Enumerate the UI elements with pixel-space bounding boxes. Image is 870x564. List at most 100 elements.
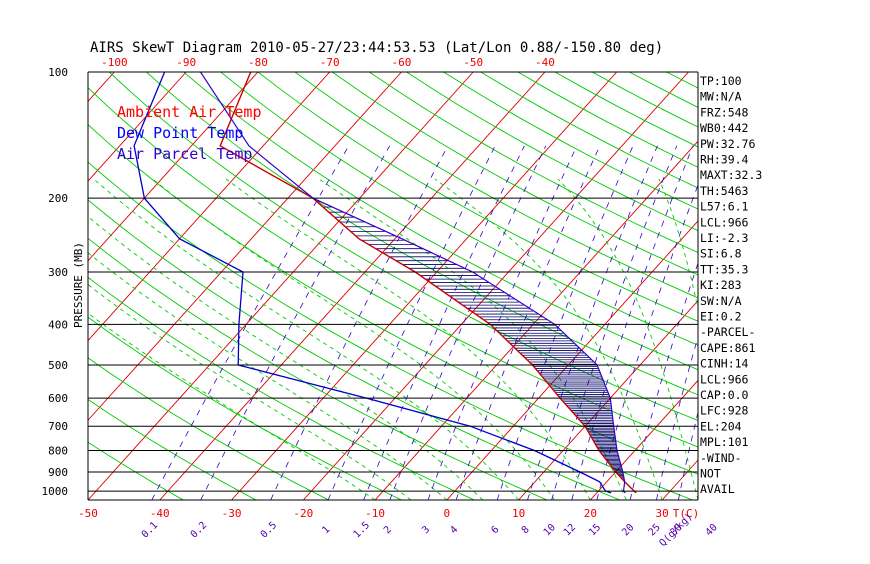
top-temp-tick-label: -40: [535, 56, 555, 69]
stat-line: TH:5463: [700, 184, 749, 198]
stat-line: EL:204: [700, 419, 742, 433]
mixing-ratio-tick-label: 2: [382, 524, 394, 536]
stat-line: RH:39.4: [700, 153, 749, 167]
stat-line: PW:32.76: [700, 137, 755, 151]
pressure-tick-label: 200: [48, 192, 68, 205]
legend-entry: Dew Point Temp: [117, 124, 243, 142]
dry-adiabat-line: [184, 72, 870, 500]
cape-hatch: [317, 202, 625, 482]
stat-line: CINH:14: [700, 357, 749, 371]
stat-line: MPL:101: [700, 435, 749, 449]
bottom-temp-tick-label: 10: [512, 507, 525, 520]
dry-adiabat-line: [295, 72, 870, 500]
stat-line: LCL:966: [700, 215, 749, 229]
stat-line: CAPE:861: [700, 341, 755, 355]
stat-line: SW:N/A: [700, 294, 742, 308]
top-temp-tick-label: -50: [463, 56, 483, 69]
mixing-ratio-tick-label: 10: [542, 522, 558, 538]
stat-line: MAXT:32.3: [700, 168, 762, 182]
bottom-temp-tick-label: -20: [293, 507, 313, 520]
top-temp-tick-label: -100: [101, 56, 128, 69]
chart-title: AIRS SkewT Diagram 2010-05-27/23:44:53.5…: [90, 40, 663, 56]
bottom-temp-tick-label: -40: [150, 507, 170, 520]
legend: Ambient Air Temp Dew Point Temp Air Parcel…: [117, 103, 262, 163]
stat-line: SI:6.8: [700, 247, 742, 261]
isotherm-line: [0, 72, 114, 500]
bottom-temp-tick-label: 30: [655, 507, 668, 520]
mixing-ratio-tick-label: 0.1: [140, 520, 161, 541]
stat-line: MW:N/A: [700, 90, 742, 104]
mixing-ratio-line: [597, 146, 713, 500]
stat-line: L57:6.1: [700, 200, 749, 214]
stat-line: LI:-2.3: [700, 231, 749, 245]
dry-adiabat-line: [0, 72, 620, 500]
bottom-temp-tick-label: 20: [584, 507, 597, 520]
isotherm-line: [0, 72, 43, 500]
y-axis-label: PRESSURE (MB): [72, 242, 85, 328]
mixing-ratio-tick-label: 20: [620, 522, 636, 538]
mixing-ratio-tick-label: 8: [520, 524, 532, 536]
mixing-ratio-tick-label: 0.5: [259, 520, 280, 541]
pressure-tick-label: 300: [48, 266, 68, 279]
mixing-ratio-line: [552, 146, 677, 500]
bottom-temp-tick-label: -30: [222, 507, 242, 520]
mixing-ratio-tick-label: 4: [448, 524, 460, 536]
legend-entry: Air Parcel Temp: [117, 145, 252, 163]
mixing-ratio-tick-label: 1.5: [352, 520, 373, 541]
mixing-ratio-tick-label: 25: [647, 522, 663, 538]
mixing-ratio-tick-label: 12: [562, 522, 578, 538]
stat-line: TP:100: [700, 74, 742, 88]
mixing-ratio-tick-label: 1: [320, 524, 332, 536]
stat-line: KI:283: [700, 278, 742, 292]
stat-line: LFC:928: [700, 404, 749, 418]
dry-adiabat-line: [221, 72, 870, 500]
isotherm-line: [447, 72, 832, 500]
stat-line: WB0:442: [700, 121, 748, 135]
mixing-ratio-tick-label: 40: [704, 522, 720, 538]
isotherm-line: [519, 72, 870, 500]
bottom-temp-tick-label: 0: [444, 507, 451, 520]
stat-line: FRZ:548: [700, 105, 749, 119]
top-temp-tick-label: -90: [176, 56, 196, 69]
stat-line: -PARCEL-: [700, 325, 755, 339]
stat-line: EI:0.2: [700, 310, 742, 324]
dry-adiabat-line: [444, 72, 870, 500]
dry-adiabat-line: [258, 72, 870, 500]
top-temp-tick-label: -80: [248, 56, 268, 69]
mixing-ratio-tick-label: 15: [587, 522, 603, 538]
dry-adiabat-line: [518, 72, 870, 500]
stat-line: NOT: [700, 467, 721, 481]
pressure-tick-label: 900: [48, 466, 68, 479]
bottom-temp-tick-label: -10: [365, 507, 385, 520]
stat-line: AVAIL: [700, 482, 735, 496]
mixing-ratio-tick-label: 6: [489, 524, 501, 536]
stat-line: -WIND-: [700, 451, 742, 465]
stat-line: CAP:0.0: [700, 388, 749, 402]
pressure-tick-label: 100: [48, 66, 68, 79]
mixing-ratio-line: [572, 146, 693, 500]
mixing-ratio-tick-label: 0.2: [189, 520, 210, 541]
stat-line: TT:35.3: [700, 262, 749, 276]
mixing-ratio-tick-label: 3: [420, 524, 432, 536]
dry-adiabat-line: [667, 72, 870, 500]
dry-adiabat-line: [0, 72, 693, 500]
top-temp-tick-label: -60: [391, 56, 411, 69]
moist-adiabat-line: [153, 179, 555, 500]
pressure-tick-label: 400: [48, 318, 68, 331]
isotherm-line: [232, 72, 617, 500]
isotherm-line: [806, 72, 870, 500]
pressure-tick-label: 1000: [42, 485, 69, 498]
legend-entry: Ambient Air Temp: [117, 103, 262, 121]
mixing-ratio-line: [328, 146, 495, 500]
moist-adiabat-line: [5, 179, 447, 500]
pressure-tick-label: 700: [48, 420, 68, 433]
stat-line: LCL:966: [700, 372, 749, 386]
top-temp-tick-label: -70: [320, 56, 340, 69]
bottom-temp-tick-label: -50: [78, 507, 98, 520]
pressure-tick-label: 500: [48, 359, 68, 372]
pressure-tick-label: 800: [48, 445, 68, 458]
pressure-tick-label: 600: [48, 392, 68, 405]
